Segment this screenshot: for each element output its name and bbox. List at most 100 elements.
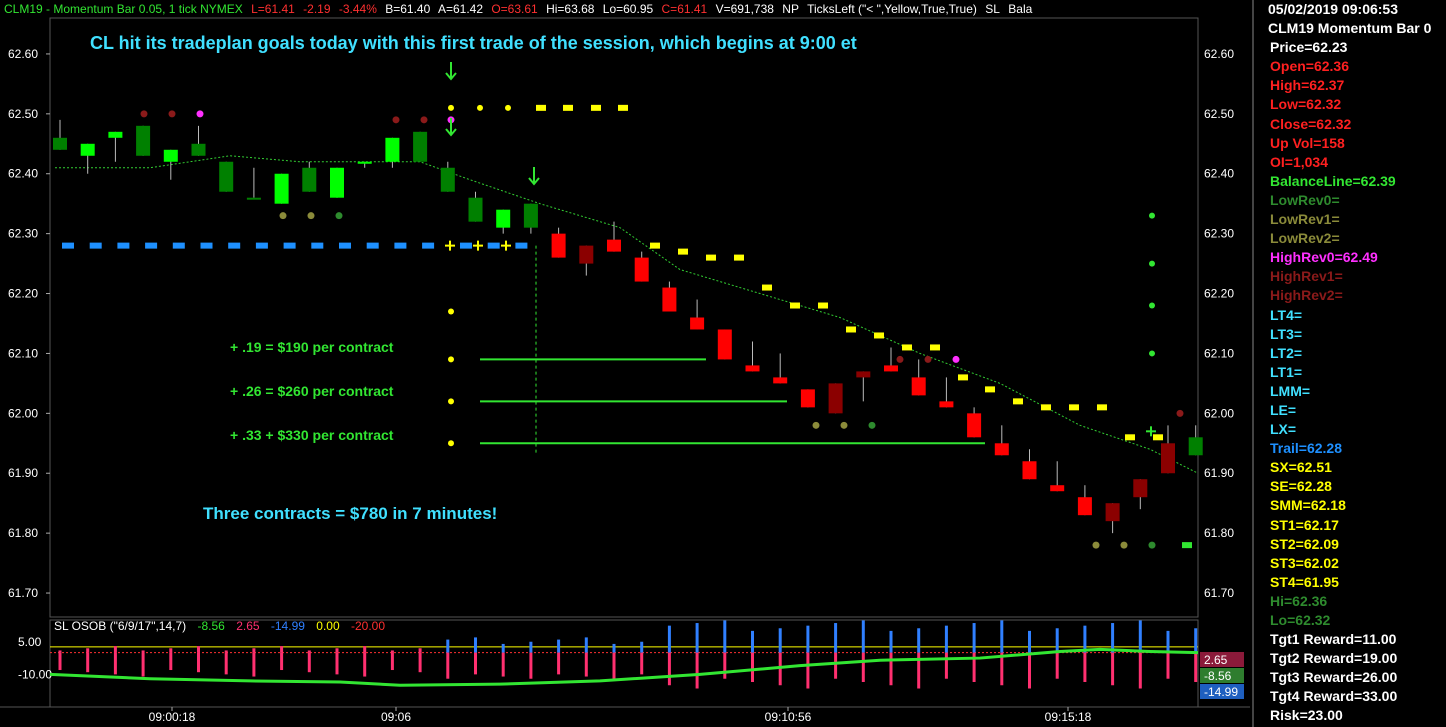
target-marker (678, 248, 688, 255)
target-marker (1069, 404, 1079, 411)
candle-body (1188, 437, 1203, 456)
reversal-dot (168, 110, 176, 118)
data-window-line: LT2= (1270, 344, 1303, 361)
indicator-value-badge (1200, 668, 1244, 683)
signal-dot (1149, 302, 1155, 309)
indicator-value-badge-text: -8.56 (1204, 669, 1232, 683)
data-window-line: HighRev1= (1270, 268, 1343, 285)
indicator-value-badge-text: 2.65 (1204, 653, 1228, 667)
candle-body (357, 161, 372, 164)
price-tick-left: 62.10 (8, 346, 38, 360)
candle-body (800, 389, 815, 408)
target-marker (706, 254, 716, 261)
target2-annotation: + .26 = $260 per contract (230, 383, 394, 399)
target-marker (563, 104, 573, 111)
candle-body (302, 167, 317, 192)
target-marker (874, 332, 884, 339)
candle-body (80, 143, 95, 156)
indicator-v2: 2.65 (236, 619, 260, 633)
trail-marker (394, 242, 407, 249)
data-window-line: ST2=62.09 (1270, 535, 1339, 552)
data-window-line: OI=1,034 (1270, 153, 1328, 170)
target-dot (448, 104, 454, 111)
candle-body (274, 173, 289, 204)
data-window-line: ST1=62.17 (1270, 516, 1339, 533)
target-marker (591, 104, 601, 111)
reversal-dot (952, 355, 960, 363)
bala-label: Bala (1008, 2, 1033, 16)
chart-area[interactable]: 62.60 62.50 62.40 62.30 62.20 62.10 62.00 61.90… (0, 0, 1250, 727)
data-window-line: 05/02/2019 09:06:53 (1268, 1, 1398, 17)
trail-marker (422, 242, 435, 249)
price-chart[interactable]: 62.60 62.50 62.40 62.30 62.20 62.10 62.00 61.90… (0, 0, 1250, 727)
low-reversal-dot (812, 421, 820, 429)
reversal-dot (1176, 409, 1184, 417)
data-window-line: Up Vol=158 (1270, 134, 1345, 151)
trail-marker (515, 242, 528, 249)
target-marker (1013, 398, 1023, 405)
reversal-dot (140, 110, 148, 118)
candle-body (1105, 503, 1120, 522)
trail-marker (487, 242, 500, 249)
data-window[interactable]: 05/02/2019 09:06:53 CLM19 Momentum Bar 0 P… (1252, 0, 1446, 727)
price-tick-left: 62.30 (8, 227, 38, 241)
reversal-dot (420, 116, 428, 124)
balance-line (55, 155, 1199, 474)
price-tick-right: 62.00 (1204, 406, 1234, 420)
candle-body (1133, 479, 1148, 498)
candle-body (468, 197, 483, 222)
arrow-down-icon (445, 72, 457, 81)
trail-marker (283, 242, 296, 249)
data-window-line: Tgt4 Reward=33.00 (1270, 688, 1398, 705)
candle-body (939, 401, 954, 408)
pct-change: -3.44% (338, 2, 377, 16)
data-window-line: HighRev0=62.49 (1270, 249, 1378, 266)
low-reversal-dot (279, 212, 287, 220)
target-dot (448, 308, 454, 315)
data-window-line: Price=62.23 (1270, 39, 1348, 56)
data-window-line: Risk=23.00 (1270, 707, 1343, 724)
data-window-line: ST4=61.95 (1270, 573, 1339, 590)
data-window-line: LowRev2= (1270, 230, 1340, 247)
high-price: Hi=63.68 (546, 2, 595, 16)
candle-body (1022, 461, 1037, 480)
price-tick-right: 62.30 (1204, 227, 1234, 241)
price-tick-right: 61.70 (1204, 586, 1234, 600)
target-marker (618, 104, 628, 111)
candle-body (773, 377, 788, 384)
indicator-name: SL OSOB ("6/9/17",14,7) (54, 619, 187, 633)
candle-body (607, 239, 621, 252)
price-tick-left: 62.60 (8, 47, 38, 61)
target-marker (1041, 404, 1051, 411)
candle-body (496, 209, 511, 228)
target-marker (985, 386, 995, 393)
time-tick-label: 09:15:18 (1045, 710, 1092, 724)
target-dot (505, 104, 511, 111)
trail-marker (228, 242, 241, 249)
candle-body (856, 371, 871, 378)
open-price: O=63.61 (491, 2, 538, 16)
title-annotation: CL hit its tradeplan goals today with th… (90, 33, 857, 53)
candle-body (163, 149, 178, 162)
data-window-line: BalanceLine=62.39 (1270, 172, 1396, 189)
low-reversal-dot (307, 212, 315, 220)
trail-marker (255, 242, 268, 249)
indicator-value-badge-text: -14.99 (1204, 685, 1238, 699)
candle-body (413, 131, 428, 162)
trail-marker (200, 242, 213, 249)
candle-body (440, 167, 455, 192)
candle-body (579, 245, 594, 264)
price-tick-right: 62.20 (1204, 287, 1234, 301)
reversal-dot (924, 355, 932, 363)
target-dot (448, 440, 454, 447)
reversal-dot (392, 116, 400, 124)
target-marker (536, 104, 546, 111)
price-tick-left: 61.80 (8, 526, 38, 540)
price-tick-right: 62.10 (1204, 346, 1234, 360)
price-tick-left: 62.00 (8, 406, 38, 420)
candle-body (662, 287, 677, 312)
trail-marker (311, 242, 324, 249)
trail-marker (366, 242, 379, 249)
candle-body (330, 167, 344, 198)
data-window-line: LE= (1270, 401, 1297, 418)
